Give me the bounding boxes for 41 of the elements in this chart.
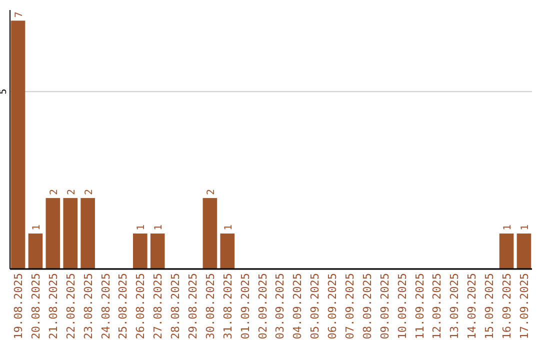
data-label: 2 <box>66 189 78 196</box>
x-tick-label: 09.09.2025 <box>378 273 392 340</box>
data-label: 7 <box>14 12 26 18</box>
x-tick-label: 03.09.2025 <box>274 273 287 340</box>
data-label: 1 <box>154 224 165 231</box>
x-tick-label: 31.08.2025 <box>221 273 234 340</box>
x-tick-label: 20.08.2025 <box>29 273 42 340</box>
x-tick-label: 17.09.2025 <box>518 273 531 340</box>
x-tick-label: 24.08.2025 <box>99 273 112 340</box>
x-tick-label: 22.08.2025 <box>64 273 78 340</box>
x-tick-label: 01.09.2025 <box>238 273 252 340</box>
x-tick-label: 10.09.2025 <box>396 273 409 340</box>
data-label: 1 <box>502 224 514 231</box>
x-tick-label: 21.08.2025 <box>46 273 60 340</box>
data-label: 2 <box>84 189 95 196</box>
x-tick-label: 02.09.2025 <box>256 273 270 340</box>
x-tick-label: 06.09.2025 <box>326 273 340 340</box>
x-tick-label: 19.08.2025 <box>12 273 26 340</box>
x-tick-label: 28.08.2025 <box>169 273 182 340</box>
x-tick-label: 12.09.2025 <box>430 273 444 340</box>
x-tick-label: 26.08.2025 <box>134 273 148 340</box>
x-tick-label: 07.09.2025 <box>344 273 357 340</box>
x-tick-label: 14.09.2025 <box>466 273 479 340</box>
x-tick-label: 04.09.2025 <box>291 273 304 340</box>
data-label: 1 <box>520 224 531 231</box>
x-tick-label: 11.09.2025 <box>413 273 426 340</box>
data-label: 1 <box>223 224 234 231</box>
x-tick-label: 27.08.2025 <box>152 273 165 340</box>
x-tick-label: 08.09.2025 <box>360 273 374 340</box>
data-label: 1 <box>136 224 148 231</box>
x-tick-label: 15.09.2025 <box>483 273 496 340</box>
x-tick-label: 29.08.2025 <box>186 273 200 340</box>
x-tick-label: 30.08.2025 <box>204 273 217 340</box>
x-tick-label: 25.08.2025 <box>116 273 130 340</box>
x-tick-label: 05.09.2025 <box>308 273 322 340</box>
data-label: 1 <box>31 224 42 231</box>
x-tick-label: 13.09.2025 <box>448 273 462 340</box>
data-label: 2 <box>48 189 60 196</box>
data-label: 2 <box>206 189 217 196</box>
x-tick-label: 16.09.2025 <box>500 273 514 340</box>
x-tick-label: 23.08.2025 <box>82 273 95 340</box>
